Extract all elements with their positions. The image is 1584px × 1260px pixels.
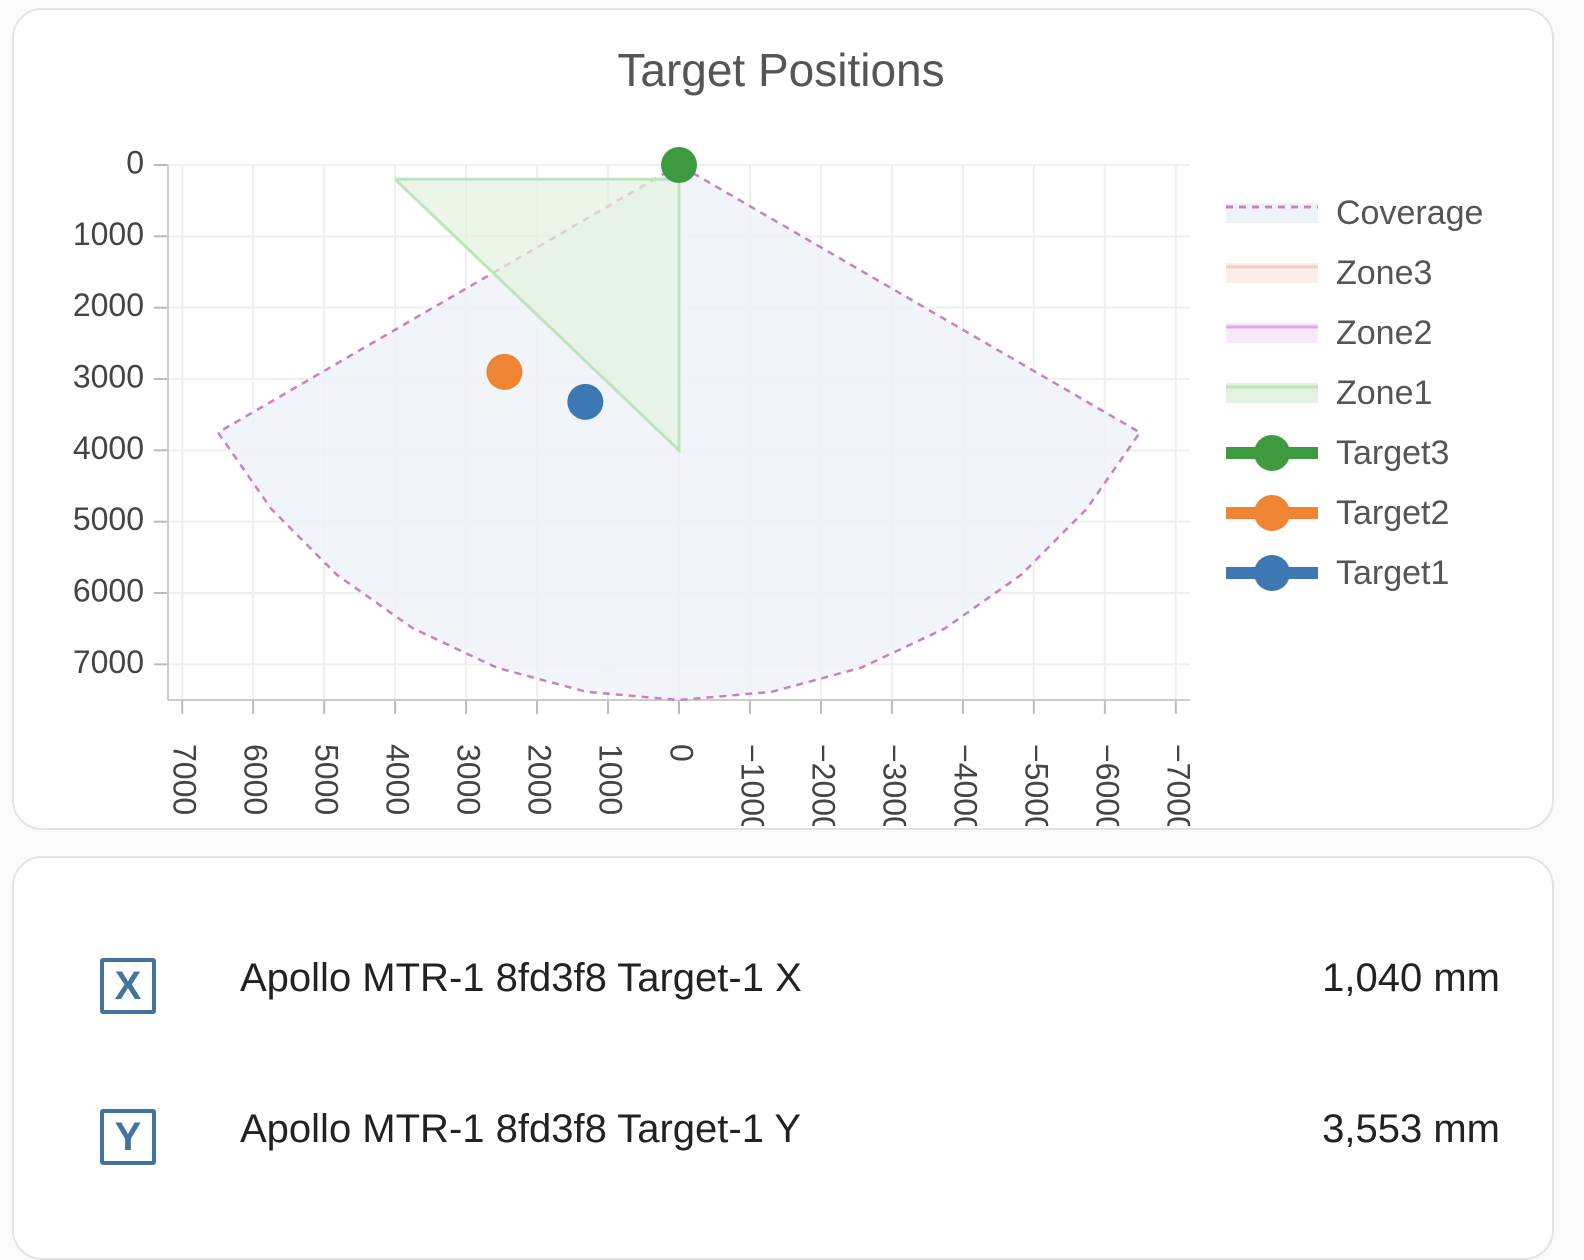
x-tick-labels: 7000 6000 5000 4000 3000 2000 1000 0 −1000 −2000−… <box>167 744 1197 830</box>
entity-name: Apollo MTR-1 8fd3f8 Target-1 X <box>240 956 802 1000</box>
x-tick-label: −6000 <box>1089 744 1125 830</box>
x-tick-label: 7000 <box>167 744 203 815</box>
legend-marker <box>1254 555 1290 591</box>
y-tick-label: 6000 <box>73 572 144 608</box>
entity-state: 1,040 mm <box>1322 956 1500 1000</box>
legend-label: Target2 <box>1336 494 1449 532</box>
x-tick-label: 5000 <box>309 744 345 815</box>
chart: Target Positions 7000 6000 5000 4000 3000 200… <box>73 44 1484 830</box>
legend-label: Zone3 <box>1336 254 1432 292</box>
legend-item[interactable]: Coverage <box>1226 194 1483 232</box>
x-tick-label: −2000 <box>805 744 841 830</box>
legend-item[interactable]: Zone3 <box>1226 254 1432 292</box>
legend-label: Zone1 <box>1336 374 1432 412</box>
chart-title: Target Positions <box>617 44 944 96</box>
target-point <box>486 353 523 390</box>
markers <box>486 147 697 420</box>
x-tick-label: −3000 <box>876 744 912 830</box>
shapes <box>216 163 1142 702</box>
x-tick-label: 1000 <box>593 744 629 815</box>
entity-name: Apollo MTR-1 8fd3f8 Target-1 Y <box>240 1107 802 1151</box>
entities-card: X Apollo MTR-1 8fd3f8 Target-1 X 1,040 m… <box>12 856 1554 1260</box>
x-tick-label: −7000 <box>1160 744 1196 830</box>
x-tick-label: −1000 <box>735 744 771 830</box>
y-tick-label: 5000 <box>73 501 144 537</box>
entity-state: 3,553 mm <box>1322 1107 1500 1151</box>
x-tick-label: 2000 <box>522 744 558 815</box>
x-tick-label: 0 <box>664 744 700 762</box>
x-tick-label: −5000 <box>1018 744 1054 830</box>
entity-row[interactable]: Y Apollo MTR-1 8fd3f8 Target-1 Y 3,553 m… <box>14 1097 1552 1177</box>
y-tick-label: 0 <box>126 144 144 180</box>
target-point <box>661 147 697 183</box>
entity-icon: Y <box>100 1109 156 1165</box>
entity-icon: X <box>100 958 156 1014</box>
y-tick-label: 1000 <box>73 216 144 252</box>
legend-label: Target1 <box>1336 554 1449 592</box>
entity-row[interactable]: X Apollo MTR-1 8fd3f8 Target-1 X 1,040 m… <box>14 946 1552 1026</box>
legend-item[interactable]: Target2 <box>1226 494 1449 532</box>
y-tick-label: 2000 <box>73 287 144 323</box>
legend-label: Target3 <box>1336 434 1449 472</box>
legend-item[interactable]: Target1 <box>1226 554 1449 592</box>
target-point <box>567 383 604 420</box>
legend-marker <box>1254 495 1290 531</box>
x-tick-label: −4000 <box>947 744 983 830</box>
legend-item[interactable]: Target3 <box>1226 434 1449 472</box>
page: Target Positions 7000 6000 5000 4000 3000 200… <box>12 8 1554 1260</box>
y-tick-label: 4000 <box>73 430 144 466</box>
legend-item[interactable]: Zone2 <box>1226 314 1432 352</box>
legend-label: Zone2 <box>1336 314 1432 352</box>
region <box>394 177 681 454</box>
x-tick-label: 3000 <box>451 744 487 815</box>
y-tick-label: 3000 <box>73 358 144 394</box>
legend-item[interactable]: Zone1 <box>1226 374 1432 412</box>
x-tick-label: 4000 <box>380 744 416 815</box>
legend-label: Coverage <box>1336 194 1483 232</box>
legend-marker <box>1254 435 1290 471</box>
x-tick-label: 6000 <box>238 744 274 815</box>
y-tick-label: 7000 <box>73 644 144 680</box>
